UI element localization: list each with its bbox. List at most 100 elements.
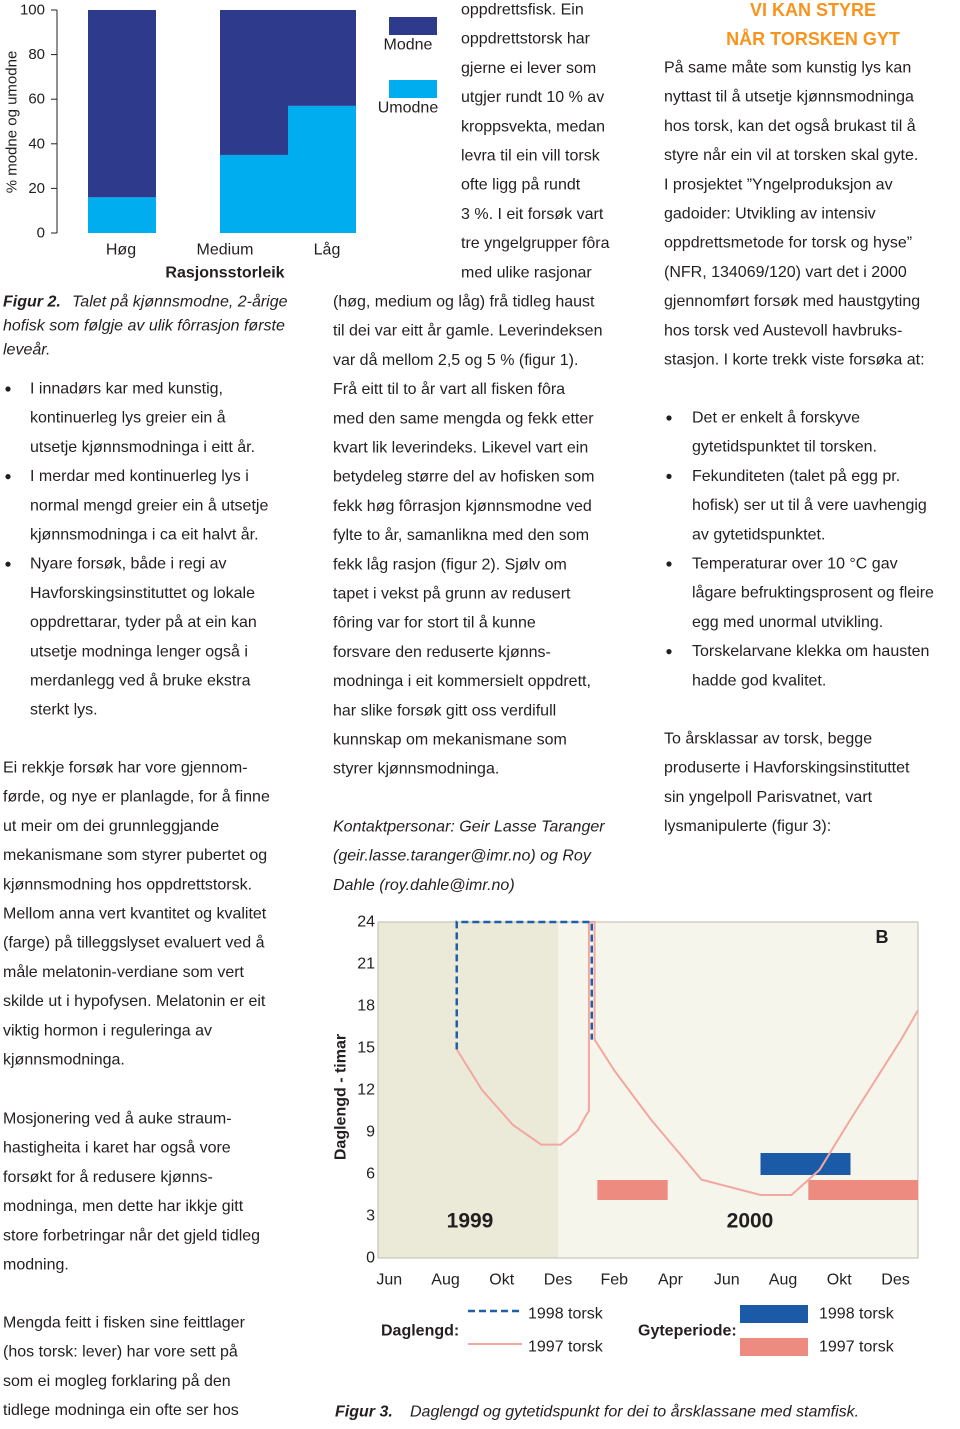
- y-tick-label: 0: [366, 1250, 375, 1267]
- legend-swatch: [740, 1338, 808, 1356]
- bullet-line: merdanlegg ved å bruke ekstra: [30, 672, 251, 690]
- caption-line: hofisk som følgje av ulik fôrrasjon førs…: [3, 318, 285, 335]
- paragraph-line: var då mellom 2,5 og 5 % (figur 1).: [333, 351, 578, 369]
- y-tick-label: 24: [357, 914, 375, 931]
- x-tick-label: Låg: [314, 241, 341, 259]
- paragraph-line: kroppsvekta, medan: [461, 118, 605, 135]
- daylength-line: [455, 921, 919, 1196]
- paragraph-line: hos torsk, kan det også brukast til å: [664, 117, 916, 135]
- paragraph-line: Ei rekkje forsøk har vore gjennom-: [3, 760, 248, 777]
- paragraph-line: til dei var eitt år gamle. Leverindeksen: [333, 322, 602, 340]
- paragraph-line: betydeleg større del av hofisken som: [333, 469, 594, 486]
- bullet: [5, 386, 11, 392]
- legend-label: Umodne: [378, 100, 439, 117]
- legend-label: 1998 torsk: [528, 1306, 604, 1323]
- bullet-line: Havforskingsinstituttet og lokale: [30, 585, 255, 602]
- year-annotation: 2000: [727, 1210, 774, 1233]
- legend-title: Gyteperiode:: [638, 1323, 737, 1340]
- section-heading: VI KAN STYRE: [750, 0, 876, 20]
- x-tick-label: Høg: [106, 242, 136, 259]
- legend-label: Modne: [384, 37, 433, 54]
- y-tick-label: 40: [28, 135, 45, 152]
- paragraph-line: gjerne ei lever som: [461, 60, 596, 77]
- bullet: [666, 561, 672, 567]
- spawning-period: [808, 1180, 918, 1200]
- x-tick-label: Des: [544, 1272, 572, 1289]
- paragraph-line: modninga, men dette har ikkje gitt: [3, 1198, 244, 1215]
- bar-segment: [288, 10, 356, 106]
- legend-swatch: [389, 80, 437, 98]
- bullet: [666, 649, 672, 655]
- y-tick-label: 21: [357, 956, 375, 973]
- paragraph-line: lysmanipulerte (figur 3):: [664, 818, 831, 835]
- paragraph-line: har slike forsøk gitt oss verdifull: [333, 702, 556, 719]
- bar-segment: [88, 197, 156, 233]
- bar-segment: [220, 154, 288, 233]
- paragraph-line: kjønnsmodninga.: [3, 1052, 125, 1069]
- bullet-line: lågare befruktingsprosent og fleire: [692, 584, 934, 602]
- caption-line: leveår.: [3, 341, 50, 359]
- bullet-line: hadde god kvalitet.: [692, 672, 826, 689]
- paragraph-line: ofte ligg på rundt: [461, 176, 581, 194]
- plot-border: [377, 921, 919, 1259]
- paragraph-line: viktig hormon i reguleringa av: [3, 1022, 212, 1039]
- paragraph-line: førde, og nye er planlagde, for å finne: [3, 788, 270, 806]
- y-tick-label: 20: [28, 180, 45, 197]
- x-tick-label: Okt: [489, 1272, 514, 1289]
- bullet: [5, 474, 11, 480]
- paragraph-line: fekk låg rasjon (figur 2). Sjølv om: [333, 555, 567, 573]
- bullet: [666, 473, 672, 479]
- paragraph-line: 3 %. I eit forsøk vart: [461, 206, 604, 223]
- paragraph-line: modninga i eit kommersielt oppdrett,: [333, 673, 591, 690]
- paragraph-line: produserte i Havforskingsinstituttet: [664, 760, 910, 777]
- x-tick-label: Okt: [827, 1272, 852, 1289]
- paragraph-line: kvart lik leverindeks. Likevel vart ein: [333, 440, 588, 457]
- paragraph-line: med den same mengda og fekk etter: [333, 410, 594, 427]
- paragraph-line: (farge) på tilleggslyset evaluert ved å: [3, 934, 265, 952]
- bullet-line: I merdar med kontinuerleg lys i: [30, 468, 249, 485]
- bullet-line: normal mengd greier ein å utsetje: [30, 496, 268, 514]
- bar-segment: [288, 105, 356, 233]
- x-tick-label: Jun: [376, 1272, 402, 1289]
- paragraph-line: sin yngelpoll Parisvatnet, vart: [664, 789, 873, 806]
- x-tick-label: Feb: [600, 1272, 628, 1289]
- y-axis-label: % modne og umodne: [4, 51, 21, 194]
- paragraph-line: (hos torsk: lever) har vore sett på: [3, 1343, 238, 1361]
- paragraph-line: Mellom anna vert kvantitet og kvalitet: [3, 906, 267, 923]
- contact-line: (geir.lasse.taranger@imr.no) og Roy: [333, 848, 592, 865]
- paragraph-line: hastigheita i karet har også vore: [3, 1139, 231, 1157]
- bullet-line: Nyare forsøk, både i regi av: [30, 555, 227, 573]
- bar-segment: [88, 10, 156, 198]
- plot-shade-1999: [378, 922, 558, 1258]
- caption-text: Daglengd og gytetidspunkt for dei to års…: [410, 1403, 859, 1421]
- paragraph-line: nyttast til å utsetje kjønnsmodninga: [664, 88, 914, 106]
- paragraph-line: måle melatonin-verdiane som vert: [3, 963, 245, 981]
- bullet-line: Temperaturar over 10 °C gav: [692, 556, 898, 573]
- bullet: [5, 561, 11, 567]
- paragraph-line: (NFR, 134069/120) vart det i 2000: [664, 264, 907, 281]
- caption-label: Figur 3.: [335, 1404, 393, 1421]
- y-tick-label: 12: [357, 1082, 375, 1099]
- y-tick-label: 0: [37, 225, 45, 242]
- bullet-line: oppdrettarar, tyder på at ein kan: [30, 613, 257, 631]
- paragraph-line: (høg, medium og låg) frå tidleg haust: [333, 293, 595, 311]
- bullet-line: utsetje modninga lenger også i: [30, 642, 248, 660]
- y-tick-label: 100: [20, 2, 45, 19]
- x-tick-label: Aug: [431, 1272, 459, 1289]
- paragraph-line: ut meir om dei grunnleggjande: [3, 818, 219, 835]
- bullet-line: egg med unormal utvikling.: [692, 614, 883, 631]
- paragraph-line: oppdrettstorsk har: [461, 31, 591, 48]
- legend-label: 1997 torsk: [528, 1339, 604, 1356]
- paragraph-line: oppdrettsfisk. Ein: [461, 2, 584, 19]
- paragraph-line: styrer kjønnsmodninga.: [333, 761, 499, 778]
- paragraph-line: styre når ein vil at torsken skal gyte.: [664, 146, 918, 164]
- caption-line: Talet på kjønnsmodne, 2-årige: [72, 293, 288, 311]
- paragraph-line: forsøkt for å redusere kjønns-: [3, 1168, 213, 1186]
- paragraph-line: Mosjonering ved å auke straum-: [3, 1110, 232, 1128]
- paragraph-line: Mengda feitt i fisken sine feittlager: [3, 1315, 246, 1332]
- legend-swatch: [740, 1305, 808, 1323]
- y-tick-label: 3: [366, 1208, 375, 1225]
- paragraph-line: fekk høg fôrrasjon kjønnsmodne ved: [333, 498, 592, 515]
